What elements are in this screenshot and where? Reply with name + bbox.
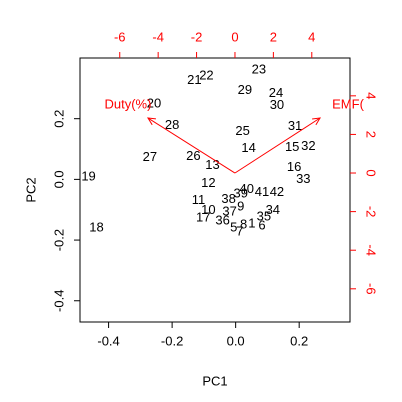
x2-tick-label: 4 [308,29,315,44]
point-label: 1 [248,216,255,231]
point-label: 8 [240,217,247,232]
loading-arrow [234,117,321,174]
point-label: 40 [240,181,254,196]
point-label: 41 [255,184,269,199]
point-label: 28 [165,117,179,132]
point-label: 22 [199,67,213,82]
point-label: 11 [192,192,206,207]
plot-frame [79,57,351,323]
point-label: 17 [196,210,210,225]
point-label: 30 [270,97,284,112]
point-label: 10 [201,202,215,217]
loading-arrow [147,117,236,174]
point-label: 29 [238,82,252,97]
point-label: 18 [89,220,103,235]
point-label: 20 [147,95,161,110]
point-label: 7 [236,224,243,239]
x-axis-label: PC1 [202,373,227,388]
point-label: 5 [230,220,237,235]
x2-tick-label: 0 [231,29,238,44]
x2-tick-label: -6 [114,29,126,44]
point-label: 34 [266,202,280,217]
x2-tick-label: -2 [191,29,203,44]
arrow-label: EMF( [332,96,364,111]
y2-tick-label: -6 [364,283,379,295]
y-axis-label: PC2 [23,177,38,202]
y-tick-label: 0.2 [51,110,66,128]
point-label: 39 [233,186,247,201]
point-label: 9 [237,199,244,214]
point-label: 12 [201,175,215,190]
point-label: 36 [215,213,229,228]
x-tick-label: 0.2 [290,333,308,348]
arrow-head [312,117,322,126]
x-tick-label: -0.4 [97,333,119,348]
x2-tick-label: -4 [152,29,164,44]
point-label: 15 [285,139,299,154]
point-label: 35 [257,209,271,224]
point-label: 32 [301,138,315,153]
x-tick-label: -0.2 [161,333,183,348]
point-label: 23 [252,61,266,76]
y-tick-label: 0.0 [51,170,66,188]
point-label: 24 [269,85,283,100]
y2-tick-label: 0 [364,169,379,176]
x2-tick-label: 2 [270,29,277,44]
point-label: 42 [270,184,284,199]
point-label: 33 [296,171,310,186]
point-label: 31 [288,118,302,133]
arrow-label: Duty(%) [105,96,152,111]
point-label: 38 [221,191,235,206]
arrow-head [147,117,156,126]
point-label: 6 [258,218,265,233]
point-label: 27 [143,149,157,164]
y-tick-label: -0.2 [51,229,66,251]
y2-tick-label: -2 [364,206,379,218]
point-label: 37 [222,204,236,219]
point-label: 19 [81,169,95,184]
point-label: 16 [287,159,301,174]
y2-tick-label: -4 [364,244,379,256]
y2-tick-label: 2 [364,131,379,138]
y2-tick-label: 4 [364,92,379,99]
y-tick-label: -0.4 [51,290,66,312]
point-label: 21 [187,72,201,87]
point-label: 14 [241,140,255,155]
point-label: 25 [235,123,249,138]
point-label: 26 [186,148,200,163]
x-tick-label: 0.0 [227,333,245,348]
